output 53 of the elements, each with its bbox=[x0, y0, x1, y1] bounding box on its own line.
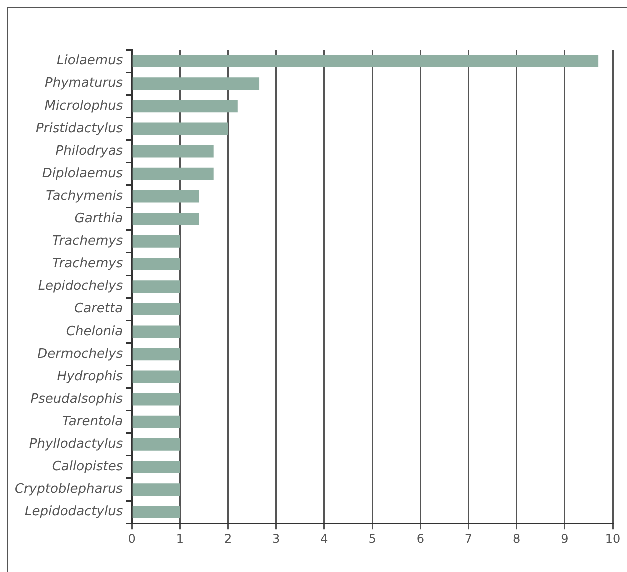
y-tick-label: Liolaemus bbox=[57, 54, 124, 69]
y-tick-label: Hydrophis bbox=[57, 369, 124, 384]
bar bbox=[132, 235, 180, 248]
x-tick-label: 6 bbox=[416, 532, 424, 546]
y-tick-label: Lepidodactylus bbox=[25, 504, 124, 520]
bar bbox=[132, 78, 260, 90]
y-tick-label: Phymaturus bbox=[44, 76, 124, 92]
bar bbox=[132, 416, 180, 428]
bar bbox=[132, 212, 200, 226]
y-tick-label: Trachemys bbox=[52, 234, 124, 250]
x-tick-label: 7 bbox=[464, 532, 473, 546]
y-tick-label: Trachemys bbox=[52, 256, 124, 272]
x-tick-label: 4 bbox=[320, 532, 328, 546]
y-tick-label: Dermochelys bbox=[38, 346, 124, 362]
y-tick-label: Chelonia bbox=[66, 324, 124, 340]
y-tick-label: Pristidactylus bbox=[36, 121, 124, 136]
y-tick-label: Garthia bbox=[74, 212, 124, 227]
bar bbox=[132, 303, 180, 316]
x-tick-label: 9 bbox=[561, 532, 569, 546]
bar bbox=[132, 326, 180, 338]
bar bbox=[132, 258, 180, 270]
x-tick-label: 8 bbox=[513, 532, 521, 546]
bar bbox=[132, 484, 180, 496]
y-tick-label: Tachymenis bbox=[46, 188, 124, 204]
bar bbox=[132, 506, 180, 519]
bar bbox=[132, 145, 214, 158]
bar bbox=[132, 122, 228, 136]
x-tick-label: 5 bbox=[368, 532, 376, 546]
y-tick-label: Caretta bbox=[74, 302, 124, 317]
bar bbox=[132, 348, 180, 361]
bar bbox=[132, 168, 214, 180]
y-tick-label: Callopistes bbox=[52, 460, 124, 475]
x-tick-label: 3 bbox=[272, 532, 280, 546]
x-tick-label: 2 bbox=[224, 532, 232, 546]
x-tick-label: 1 bbox=[176, 532, 184, 546]
y-tick-label: Microlophus bbox=[44, 98, 124, 114]
x-tick-label: 0 bbox=[128, 532, 136, 546]
y-tick-label: Tarentola bbox=[62, 414, 124, 430]
bar bbox=[132, 438, 180, 451]
y-tick-label: Pseudalsophis bbox=[30, 392, 124, 407]
bar bbox=[132, 370, 180, 384]
x-tick-label: 10 bbox=[605, 532, 621, 546]
bar bbox=[132, 393, 180, 406]
y-tick-label: Cryptoblepharus bbox=[14, 482, 124, 498]
bar bbox=[132, 461, 180, 474]
bar bbox=[132, 55, 599, 68]
bar bbox=[132, 280, 180, 293]
bar bbox=[132, 190, 200, 203]
y-tick-label: Lepidochelys bbox=[38, 279, 124, 294]
y-tick-label: Philodryas bbox=[56, 144, 124, 159]
y-tick-label: Phyllodactylus bbox=[29, 437, 124, 452]
y-tick-label: Diplolaemus bbox=[42, 166, 124, 182]
bar bbox=[132, 100, 238, 113]
